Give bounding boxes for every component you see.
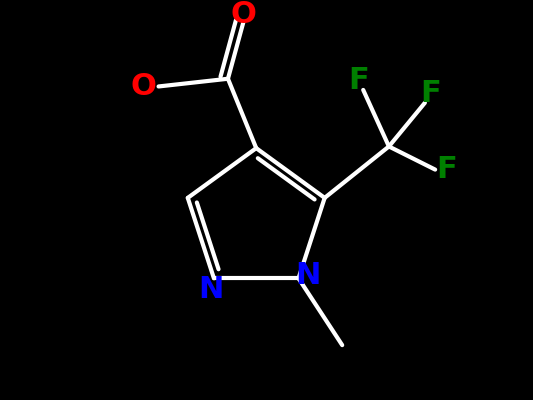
- Text: F: F: [436, 155, 457, 184]
- Text: O: O: [230, 0, 256, 29]
- Text: F: F: [421, 79, 441, 108]
- Text: N: N: [199, 275, 224, 304]
- Text: F: F: [349, 66, 369, 95]
- Text: O: O: [130, 72, 156, 101]
- Text: N: N: [295, 261, 320, 290]
